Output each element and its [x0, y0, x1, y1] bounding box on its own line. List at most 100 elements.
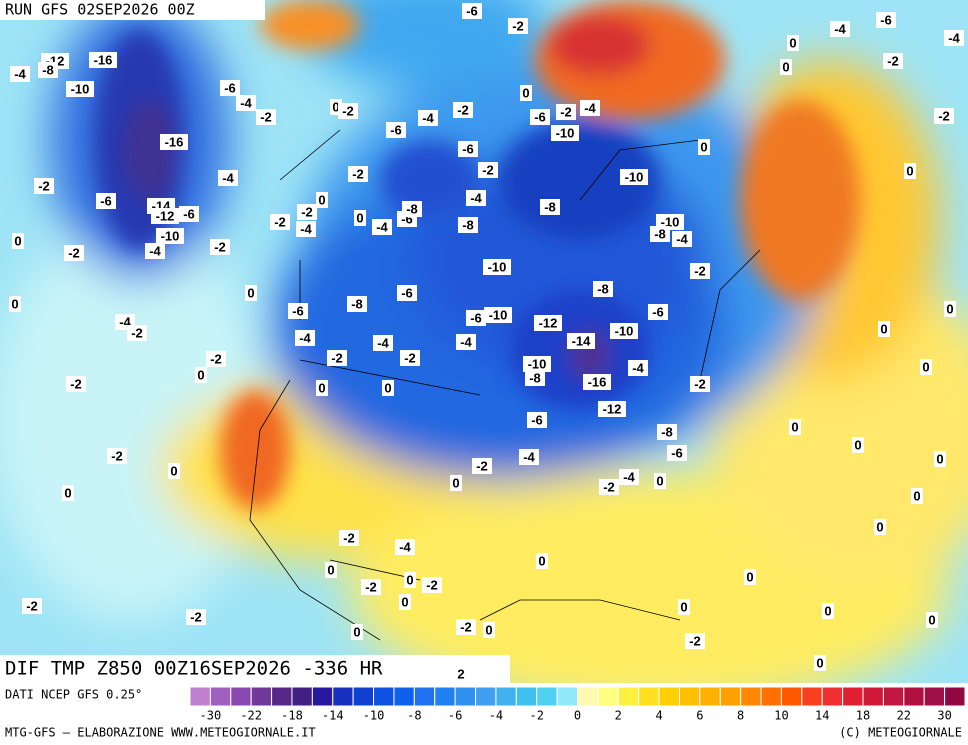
contour-label: -6 — [470, 310, 482, 325]
contour-label: -10 — [625, 169, 644, 184]
contour-label: -2 — [343, 530, 355, 545]
contour-label: 0 — [746, 569, 753, 584]
colorbar-swatch — [230, 686, 252, 707]
colorbar-swatch — [271, 686, 293, 707]
contour-label: -6 — [401, 285, 413, 300]
label-box — [325, 562, 337, 578]
credit: MTG-GFS — ELABORAZIONE WWW.METEOGIORNALE… — [5, 726, 316, 740]
label-box — [351, 624, 363, 640]
contour-label: 0 — [247, 285, 254, 300]
map-field — [0, 0, 968, 683]
label-box — [297, 204, 317, 220]
label-box — [650, 226, 670, 242]
contour-label: 0 — [922, 359, 929, 374]
contour-label: -8 — [42, 62, 54, 77]
run-label: RUN GFS 02SEP2026 00Z — [5, 1, 195, 19]
label-box — [698, 139, 710, 155]
colorbar-swatch — [678, 686, 701, 707]
contour-label: -4 — [460, 334, 472, 349]
contour-label: -4 — [222, 170, 234, 185]
colorbar-tick-label: -22 — [240, 709, 262, 723]
label-box — [458, 217, 478, 233]
colorbar-swatch — [842, 686, 864, 707]
colorbar-swatch — [352, 686, 375, 707]
colorbar-swatch — [923, 686, 946, 707]
colorbar-tick-label: -10 — [363, 709, 385, 723]
contour-label: 0 — [854, 437, 861, 452]
colorbar-swatch — [821, 686, 844, 707]
colorbar-tick-label: -2 — [529, 709, 543, 723]
contour-label: -4 — [834, 21, 846, 36]
label-box — [678, 599, 690, 615]
label-box — [934, 108, 954, 124]
label-box — [295, 330, 315, 346]
contour-label: 0 — [816, 655, 823, 670]
contour-label: -4 — [623, 469, 635, 484]
label-box — [179, 206, 199, 222]
contour-label: 0 — [318, 380, 325, 395]
colorbar-swatch — [475, 686, 497, 707]
contour-label: 0 — [522, 85, 529, 100]
contour-label: -2 — [342, 103, 354, 118]
colorbar-swatch — [291, 686, 313, 707]
label-box — [395, 539, 415, 555]
colorbar-swatch — [515, 686, 538, 707]
label-box — [556, 104, 576, 120]
label-box — [160, 134, 188, 150]
label-box — [878, 321, 890, 337]
colorbar-swatch — [332, 686, 354, 707]
label-box — [525, 370, 545, 386]
colorbar-tick-label: 0 — [574, 709, 581, 723]
label-box — [852, 437, 864, 453]
label-box — [551, 125, 579, 141]
label-box — [339, 530, 359, 546]
colorbar-tick-label: 18 — [856, 709, 870, 723]
label-box — [667, 445, 687, 461]
contour-label: -8 — [406, 201, 418, 216]
colorbar-swatch — [719, 686, 742, 707]
label-box — [520, 85, 532, 101]
copyright: (C) METEOGIORNALE — [839, 726, 962, 740]
label-box — [519, 449, 539, 465]
label-box — [288, 303, 308, 319]
contour-label: 0 — [384, 380, 391, 395]
colorbar-swatch — [597, 686, 619, 707]
contour-label: -16 — [94, 52, 113, 67]
contour-label: -2 — [938, 108, 950, 123]
label-box — [456, 619, 476, 635]
contour-label: -4 — [399, 539, 411, 554]
contour-label: 0 — [353, 624, 360, 639]
label-box — [66, 81, 94, 97]
contour-label: 0 — [928, 612, 935, 627]
contour-label: -8 — [661, 424, 673, 439]
contour-label: -6 — [652, 304, 664, 319]
contour-label: -4 — [523, 449, 535, 464]
contour-label: -2 — [603, 479, 615, 494]
contour-label: -6 — [880, 12, 892, 27]
label-box — [904, 163, 916, 179]
label-box — [690, 376, 710, 392]
label-box — [456, 334, 476, 350]
contour-label: -10 — [615, 323, 634, 338]
contour-label: -2 — [68, 245, 80, 260]
colorbar-swatch — [311, 686, 334, 707]
contour-label: -10 — [489, 307, 508, 322]
contour-label: -8 — [462, 217, 474, 232]
label-box — [530, 109, 550, 125]
contour-label: -10 — [528, 356, 547, 371]
label-box — [9, 296, 21, 312]
contour-label: -2 — [131, 325, 143, 340]
label-box — [206, 351, 226, 367]
label-box — [22, 598, 42, 614]
contour-label: -16 — [165, 134, 184, 149]
label-box — [34, 178, 54, 194]
label-box — [874, 519, 886, 535]
colorbar-tick-label: 6 — [696, 709, 703, 723]
contour-label: -2 — [365, 579, 377, 594]
contour-label: 0 — [14, 233, 21, 248]
contour-label: -2 — [887, 53, 899, 68]
label-box — [218, 170, 238, 186]
contour-label: 0 — [401, 594, 408, 609]
contour-label: -8 — [544, 199, 556, 214]
contour-label: -4 — [948, 30, 960, 45]
